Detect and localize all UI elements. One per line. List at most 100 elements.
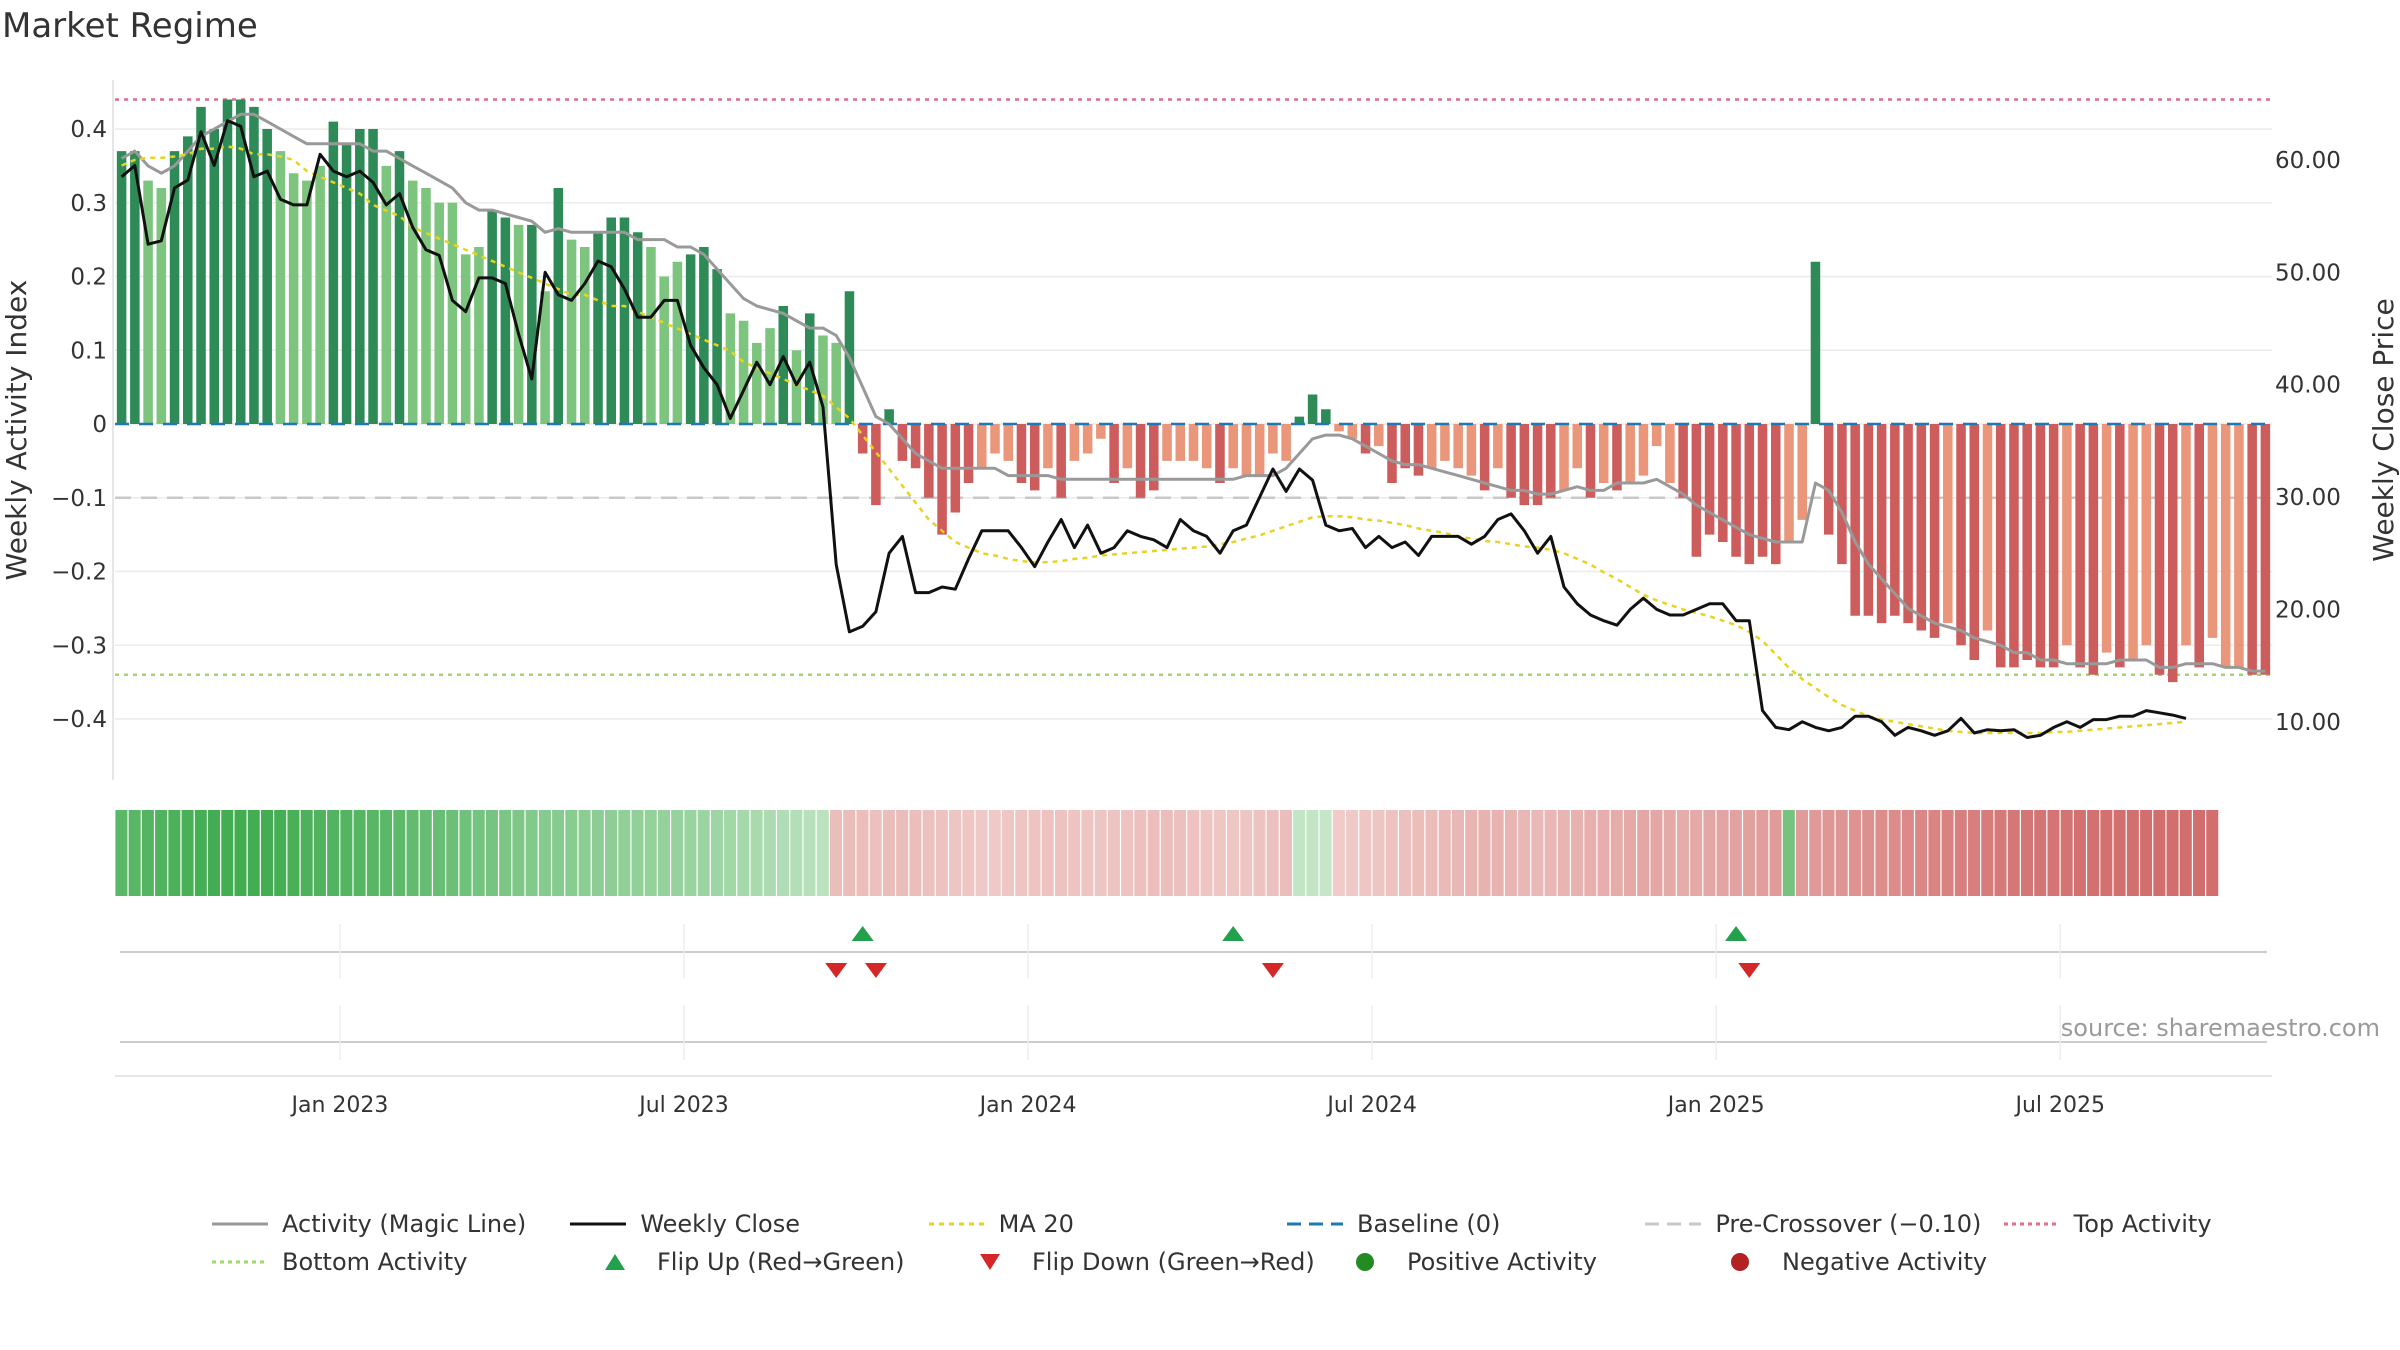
regime-cell xyxy=(1968,810,1981,896)
regime-cell xyxy=(1478,810,1491,896)
activity-bar xyxy=(1281,424,1291,461)
activity-bar xyxy=(619,217,630,424)
regime-cell xyxy=(1385,810,1398,896)
y-tick-label: 0.4 xyxy=(70,117,107,143)
y-tick-label: −0.4 xyxy=(51,707,107,733)
activity-bar xyxy=(1373,424,1384,447)
activity-bar xyxy=(1744,424,1755,565)
activity-bar xyxy=(1506,424,1516,498)
activity-bar xyxy=(2141,424,2152,646)
regime-cell xyxy=(1676,810,1689,896)
regime-cell xyxy=(499,810,512,896)
activity-bar xyxy=(884,409,894,424)
regime-cell xyxy=(843,810,856,896)
regime-cell xyxy=(459,810,472,896)
regime-cell xyxy=(300,810,313,896)
activity-bar xyxy=(513,224,524,424)
regime-cell xyxy=(2126,810,2139,896)
regime-cell xyxy=(1743,810,1756,896)
activity-bar xyxy=(302,180,312,424)
regime-cell xyxy=(274,810,287,896)
chart-legend: Activity (Magic Line) Weekly Close MA 20 Ba… xyxy=(210,1205,2360,1281)
regime-cell xyxy=(1729,810,1742,896)
regime-cell xyxy=(1822,810,1835,896)
regime-cell xyxy=(869,810,882,896)
regime-cell xyxy=(1994,810,2007,896)
regime-cell xyxy=(2153,810,2166,896)
y-tick-label: −0.1 xyxy=(51,486,107,512)
activity-bar xyxy=(1175,424,1186,461)
activity-bar xyxy=(1651,424,1662,447)
activity-bar xyxy=(2022,424,2032,660)
activity-bar xyxy=(1585,424,1596,498)
regime-cell xyxy=(631,810,644,896)
source-note: source: sharemaestro.com xyxy=(2060,1014,2380,1042)
activity-bar xyxy=(857,424,868,454)
legend-item: Negative Activity xyxy=(1710,1248,2085,1276)
activity-bar xyxy=(1810,261,1821,424)
activity-bar xyxy=(2234,424,2244,668)
activity-bar xyxy=(368,129,378,424)
activity-bar xyxy=(910,424,921,469)
y-tick-label: 0 xyxy=(92,412,107,438)
regime-cell xyxy=(1875,810,1888,896)
regime-cell xyxy=(1756,810,1769,896)
regime-cell xyxy=(1332,810,1345,896)
activity-bar xyxy=(143,180,153,424)
y-tick-label: 0.2 xyxy=(70,265,107,291)
activity-bar xyxy=(937,424,947,535)
regime-cell xyxy=(406,810,419,896)
activity-bar xyxy=(1837,424,1847,565)
activity-bar xyxy=(1903,424,1913,624)
legend-swatch xyxy=(1731,1253,1749,1271)
activity-bar xyxy=(765,328,775,424)
regime-cell xyxy=(2060,810,2073,896)
regime-cell xyxy=(1809,810,1822,896)
y-tick-label: −0.2 xyxy=(51,560,107,586)
regime-cell xyxy=(1637,810,1650,896)
regime-cell xyxy=(340,810,353,896)
regime-cell xyxy=(1015,810,1028,896)
legend-item: Top Activity xyxy=(2002,1210,2360,1238)
y-tick-label: 0.3 xyxy=(70,191,107,217)
legend-swatch xyxy=(212,1222,268,1226)
activity-bar xyxy=(1400,424,1410,469)
regime-cell xyxy=(247,810,260,896)
regime-cell xyxy=(2073,810,2086,896)
flip-down-marker xyxy=(825,963,848,978)
y2-tick-label: 20.00 xyxy=(2275,597,2341,623)
x-tick-label: Jul 2024 xyxy=(1325,1093,1417,1118)
legend-row-1: Activity (Magic Line) Weekly Close MA 20 Ba… xyxy=(210,1205,2360,1243)
activity-bar xyxy=(381,165,392,424)
regime-cell xyxy=(260,810,273,896)
activity-bar xyxy=(460,254,471,424)
activity-bar xyxy=(990,424,1000,454)
regime-cell xyxy=(1928,810,1941,896)
regime-cell xyxy=(552,810,565,896)
legend-item: Weekly Close xyxy=(568,1210,926,1238)
activity-bar xyxy=(474,247,484,424)
activity-bar xyxy=(1122,424,1133,469)
regime-cell xyxy=(578,810,591,896)
regime-cell xyxy=(1028,810,1041,896)
activity-bar xyxy=(130,151,140,424)
activity-bar xyxy=(2220,424,2231,668)
regime-cell xyxy=(181,810,194,896)
activity-bar xyxy=(394,151,405,424)
activity-bar xyxy=(672,261,683,424)
regime-cell xyxy=(949,810,962,896)
regime-cell xyxy=(684,810,697,896)
activity-bar xyxy=(2207,424,2218,638)
regime-cell xyxy=(1716,810,1729,896)
regime-cell xyxy=(2034,810,2047,896)
regime-cell xyxy=(1610,810,1623,896)
activity-bar xyxy=(1188,424,1199,461)
activity-bar xyxy=(156,188,167,424)
activity-bar xyxy=(818,335,828,424)
activity-bar xyxy=(2260,424,2271,675)
activity-bar xyxy=(1598,424,1609,483)
activity-bar xyxy=(1082,424,1093,454)
regime-cell xyxy=(1081,810,1094,896)
activity-bar xyxy=(407,180,418,424)
activity-bar xyxy=(447,202,458,424)
